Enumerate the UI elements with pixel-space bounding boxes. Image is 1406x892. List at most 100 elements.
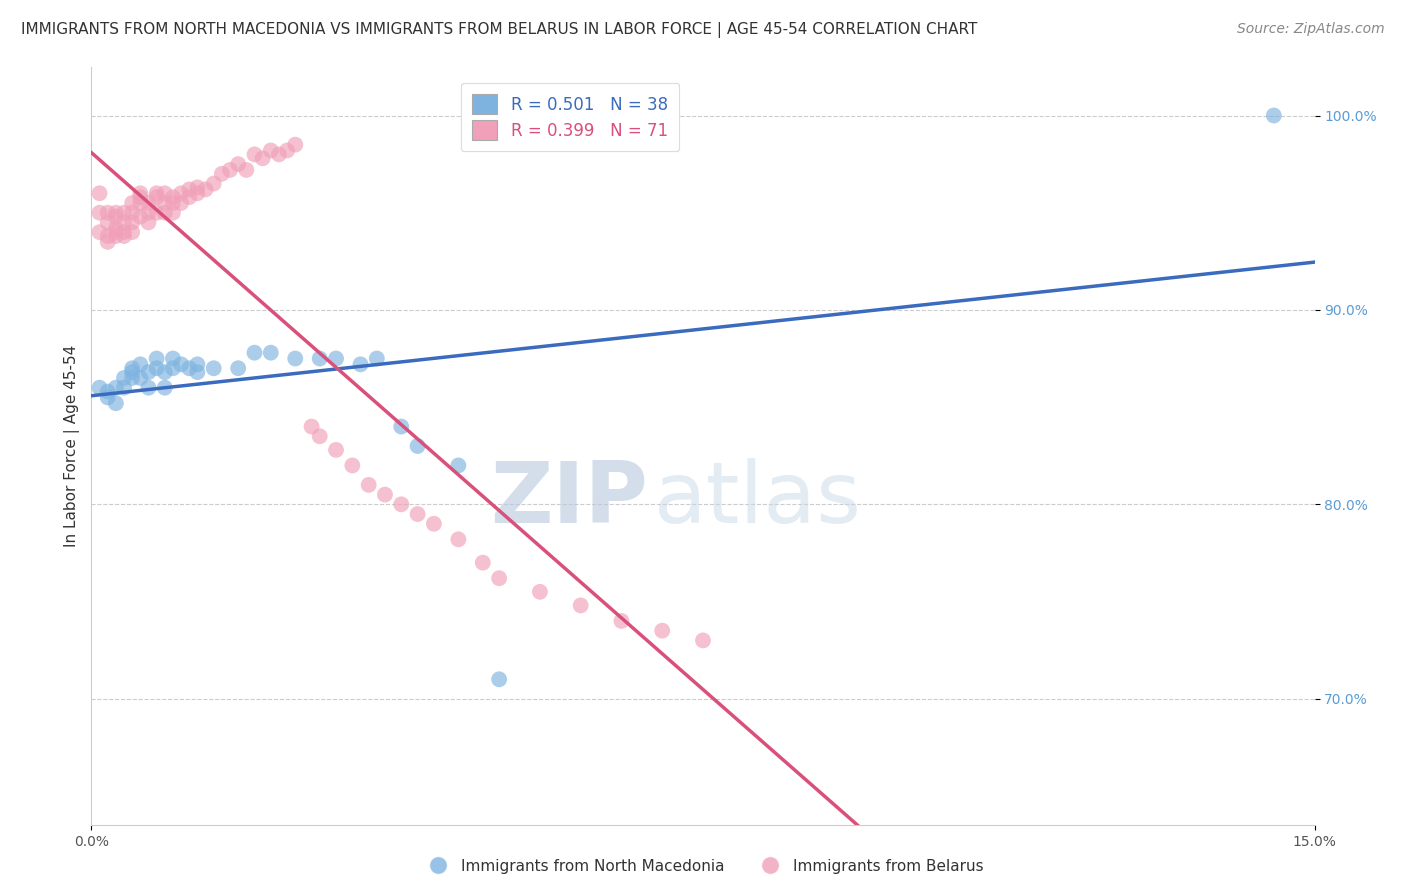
Point [488,673,510,687]
Point [112,225,135,239]
Point [569,599,592,613]
Point [186,180,208,194]
Point [138,381,160,395]
Point [194,182,217,196]
Point [129,357,152,371]
Point [129,186,152,201]
Point [186,357,208,371]
Point [145,351,167,366]
Point [186,186,208,201]
Point [308,351,330,366]
Point [97,205,120,219]
Legend: Immigrants from North Macedonia, Immigrants from Belarus: Immigrants from North Macedonia, Immigra… [416,853,990,880]
Point [235,163,257,178]
Point [89,381,111,395]
Point [179,190,201,204]
Text: atlas: atlas [654,458,862,541]
Point [651,624,673,638]
Point [406,439,429,453]
Point [89,186,111,201]
Point [129,210,152,224]
Point [243,345,266,359]
Point [153,186,176,201]
Point [447,533,470,547]
Point [138,365,160,379]
Point [357,478,380,492]
Point [121,225,143,239]
Point [97,391,120,405]
Point [138,196,160,211]
Text: ZIP: ZIP [491,458,648,541]
Point [529,584,551,599]
Point [692,633,714,648]
Point [112,371,135,385]
Point [252,151,274,165]
Point [162,190,184,204]
Point [145,186,167,201]
Point [104,221,127,235]
Point [162,196,184,211]
Point [325,351,347,366]
Point [325,442,347,457]
Point [226,361,249,376]
Point [97,215,120,229]
Point [374,487,396,501]
Point [129,190,152,204]
Point [129,196,152,211]
Point [138,215,160,229]
Point [226,157,249,171]
Point [129,371,152,385]
Point [104,225,127,239]
Point [97,229,120,244]
Point [97,384,120,399]
Point [104,396,127,410]
Point [112,381,135,395]
Point [284,137,307,152]
Point [170,196,193,211]
Y-axis label: In Labor Force | Age 45-54: In Labor Force | Age 45-54 [65,345,80,547]
Point [162,351,184,366]
Point [243,147,266,161]
Point [121,371,143,385]
Point [423,516,446,531]
Point [186,365,208,379]
Point [202,177,225,191]
Point [89,225,111,239]
Point [447,458,470,473]
Point [170,186,193,201]
Point [104,229,127,244]
Point [488,571,510,585]
Point [1263,108,1285,122]
Point [121,365,143,379]
Point [301,419,323,434]
Point [104,210,127,224]
Point [104,205,127,219]
Text: IMMIGRANTS FROM NORTH MACEDONIA VS IMMIGRANTS FROM BELARUS IN LABOR FORCE | AGE : IMMIGRANTS FROM NORTH MACEDONIA VS IMMIG… [21,22,977,38]
Point [89,205,111,219]
Point [342,458,364,473]
Point [179,182,201,196]
Point [267,147,290,161]
Point [112,215,135,229]
Point [153,365,176,379]
Point [260,144,283,158]
Point [219,163,242,178]
Point [121,196,143,211]
Point [121,205,143,219]
Point [349,357,371,371]
Text: Source: ZipAtlas.com: Source: ZipAtlas.com [1237,22,1385,37]
Point [471,556,494,570]
Point [179,361,201,376]
Point [276,144,298,158]
Point [121,361,143,376]
Point [104,381,127,395]
Point [121,215,143,229]
Point [145,190,167,204]
Point [308,429,330,443]
Point [162,205,184,219]
Point [202,361,225,376]
Legend: R = 0.501   N = 38, R = 0.399   N = 71: R = 0.501 N = 38, R = 0.399 N = 71 [461,83,679,152]
Point [145,205,167,219]
Point [112,229,135,244]
Point [389,497,412,511]
